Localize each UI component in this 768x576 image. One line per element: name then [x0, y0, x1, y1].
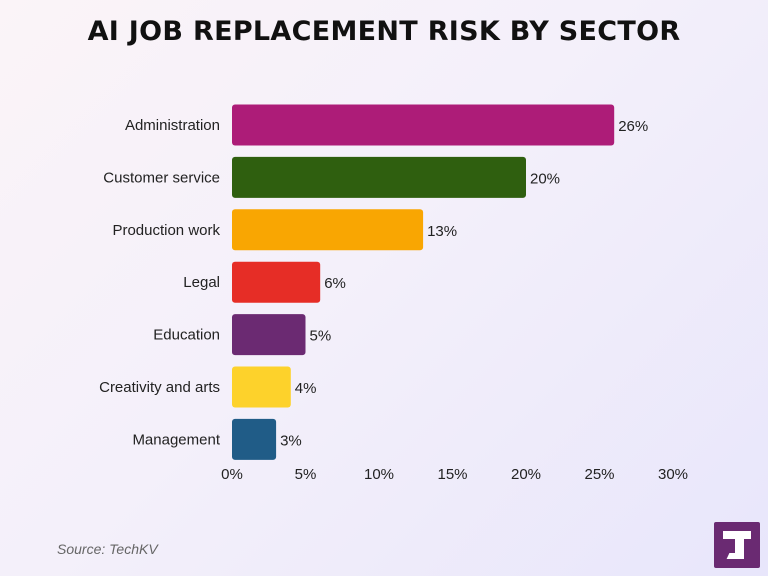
bar: [232, 156, 526, 198]
x-tick-label: 5%: [295, 466, 317, 483]
bar: [232, 104, 615, 146]
x-tick-label: 30%: [658, 466, 688, 483]
data-label: 26%: [618, 118, 648, 135]
bar: [232, 261, 321, 303]
x-tick-label: 10%: [364, 466, 394, 483]
bar: [232, 314, 306, 356]
bar: [232, 366, 291, 408]
data-label: 20%: [530, 170, 560, 187]
source-note: Source: TechKV: [57, 541, 158, 557]
x-tick-label: 25%: [584, 466, 614, 483]
data-label: 13%: [427, 223, 457, 240]
category-label: Education: [153, 327, 220, 344]
category-label: Customer service: [103, 169, 220, 186]
techkv-logo-icon: [714, 522, 760, 568]
data-label: 5%: [310, 328, 332, 345]
data-label: 4%: [295, 380, 317, 397]
bar: [232, 209, 424, 251]
x-tick-label: 0%: [221, 466, 243, 483]
data-label: 6%: [324, 275, 346, 292]
category-label: Administration: [125, 117, 220, 134]
chart-title: AI JOB REPLACEMENT RISK BY SECTOR: [87, 16, 681, 47]
category-label: Creativity and arts: [99, 379, 220, 396]
data-label: 3%: [280, 432, 302, 449]
x-tick-label: 15%: [437, 466, 467, 483]
x-tick-label: 20%: [511, 466, 541, 483]
bar: [232, 418, 277, 460]
category-label: Legal: [183, 274, 220, 291]
category-label: Management: [132, 431, 220, 448]
category-label: Production work: [112, 222, 220, 239]
